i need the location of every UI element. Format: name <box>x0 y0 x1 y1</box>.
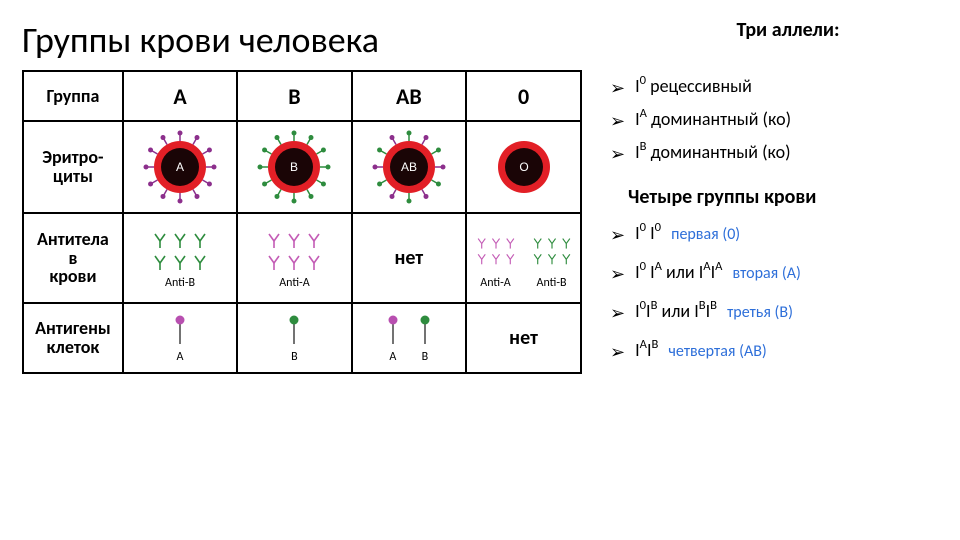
col-a-label: A <box>123 71 237 121</box>
col-ab-label: AB <box>352 71 466 121</box>
rowh-group: Группа <box>23 71 123 121</box>
allele-sym-2: IB <box>635 141 646 163</box>
antib-cell-a: Anti-B <box>123 213 237 303</box>
bullet-icon: ➢ <box>610 112 625 130</box>
group-item-3: ➢ IAIB четвертая (АВ) <box>610 338 938 361</box>
allele-desc-2: доминантный (ко) <box>651 141 791 163</box>
antig-cell-0: нет <box>466 303 581 373</box>
group-geno-3: IAIB <box>635 339 658 361</box>
rowh-antibodies: Антителавкрови <box>23 213 123 303</box>
antig-cell-ab: A B <box>352 303 466 373</box>
antib-cell-ab: нет <box>352 213 466 303</box>
row-group-header: Группа A B AB 0 <box>23 71 581 121</box>
col-0-label: 0 <box>466 71 581 121</box>
svg-text:B: B <box>290 160 298 174</box>
bullet-icon: ➢ <box>610 145 625 163</box>
blood-group-table: Группа A B AB 0 Эритро-циты A B AB <box>22 70 582 377</box>
svg-text:A: A <box>176 160 184 174</box>
antig-cell-a: A <box>123 303 237 373</box>
allele-item-2: ➢ IB доминантный (ко) <box>610 140 938 163</box>
eryth-cell-a: A <box>123 121 237 213</box>
allele-sym-0: I0 <box>635 75 646 97</box>
alleles-heading: Три аллели: <box>638 18 938 42</box>
bullet-icon: ➢ <box>610 265 625 283</box>
allele-item-1: ➢ IA доминантный (ко) <box>610 107 938 130</box>
group-geno-1: I0 IA или IAIA <box>635 261 722 283</box>
eryth-cell-o: O <box>466 121 581 213</box>
group-note-2: третья (В) <box>727 303 793 322</box>
bullet-icon: ➢ <box>610 226 625 244</box>
bullet-icon: ➢ <box>610 304 625 322</box>
group-note-3: четвертая (АВ) <box>668 342 766 361</box>
row-antigens: Антигеныклеток A B A B нет <box>23 303 581 373</box>
group-item-0: ➢ I0 I0 первая (0) <box>610 221 938 244</box>
group-item-2: ➢ I0IB или IBIB третья (В) <box>610 299 938 322</box>
svg-text:AB: AB <box>401 160 417 174</box>
group-note-1: вторая (А) <box>732 264 800 283</box>
eryth-cell-b: B <box>237 121 351 213</box>
group-note-0: первая (0) <box>671 225 740 244</box>
antib-cell-0: Anti-A Anti-B <box>466 213 581 303</box>
antig-cell-b: B <box>237 303 351 373</box>
eryth-cell-ab: AB <box>352 121 466 213</box>
page-title: Группы крови человека <box>22 18 379 62</box>
allele-list: ➢ I0 рецессивный ➢ IA доминантный (ко) ➢… <box>610 74 938 163</box>
svg-text:O: O <box>519 160 528 174</box>
group-item-1: ➢ I0 IA или IAIA вторая (А) <box>610 260 938 283</box>
allele-desc-1: доминантный (ко) <box>651 108 791 130</box>
rowh-antigens: Антигеныклеток <box>23 303 123 373</box>
groups-list: ➢ I0 I0 первая (0)➢ I0 IA или IAIA втора… <box>610 221 938 361</box>
group-geno-0: I0 I0 <box>635 222 661 244</box>
rowh-eryth: Эритро-циты <box>23 121 123 213</box>
allele-item-0: ➢ I0 рецессивный <box>610 74 938 97</box>
antib-cell-b: Anti-A <box>237 213 351 303</box>
groups-heading: Четыре группы крови <box>628 185 938 209</box>
right-panel: ➢ I0 рецессивный ➢ IA доминантный (ко) ➢… <box>610 70 938 377</box>
allele-sym-1: IA <box>635 108 647 130</box>
bullet-icon: ➢ <box>610 343 625 361</box>
allele-desc-0: рецессивный <box>650 75 752 97</box>
group-geno-2: I0IB или IBIB <box>635 300 717 322</box>
row-erythrocytes: Эритро-циты A B AB O <box>23 121 581 213</box>
row-antibodies: Антителавкрови Anti-B <box>23 213 581 303</box>
bullet-icon: ➢ <box>610 79 625 97</box>
col-b-label: B <box>237 71 351 121</box>
